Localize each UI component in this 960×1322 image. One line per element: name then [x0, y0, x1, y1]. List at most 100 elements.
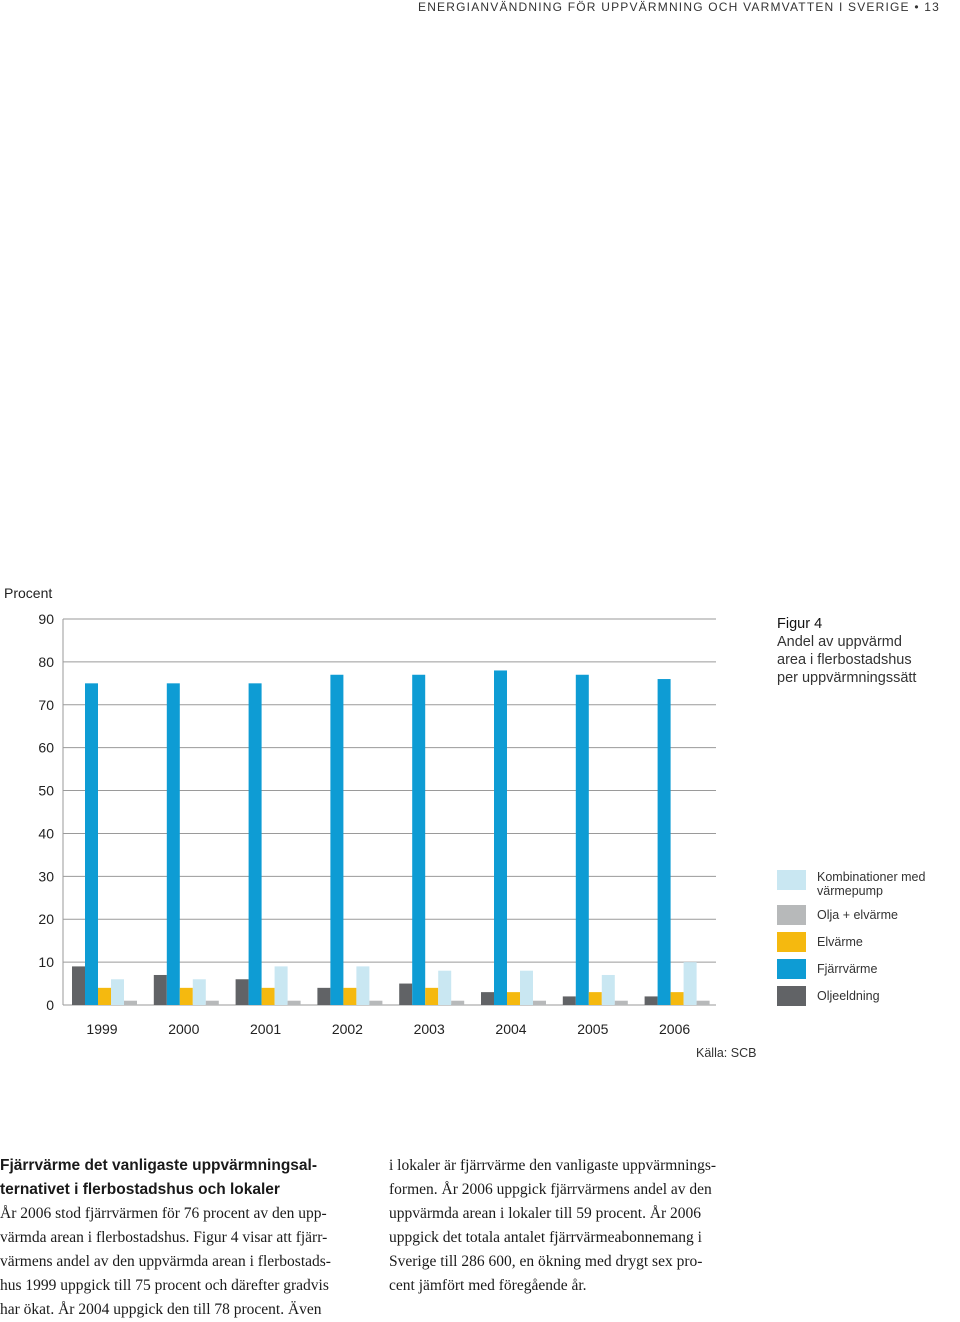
bar [614, 1000, 628, 1005]
y-tick-label: 70 [38, 697, 54, 713]
article-column-right: i lokaler är fjärrvärme den vanligaste u… [389, 1154, 754, 1298]
bullet-separator: • [914, 0, 925, 14]
running-title: ENERGIANVÄNDNING FÖR UPPVÄRMNING OCH VAR… [417, 0, 910, 14]
text-line: uppvärmda arean i lokaler till 59 procen… [389, 1205, 702, 1222]
bar [111, 979, 124, 1005]
text-line: formen. År 2006 uppgick fjärrvärmens and… [389, 1181, 712, 1198]
bar [153, 974, 167, 1005]
text-line: År 2006 stod fjärrvärmen för 76 procent … [0, 1205, 327, 1222]
bar [98, 987, 111, 1005]
x-tick-label: 2003 [414, 1021, 445, 1037]
figure-number: Figur 4 [777, 616, 823, 632]
y-axis-title: Procent [4, 585, 52, 601]
bar [412, 674, 426, 1005]
caption-line: per uppvärmningssätt [777, 670, 917, 686]
text-line: hus 1999 uppgick till 75 procent och där… [0, 1277, 329, 1294]
bar [343, 987, 357, 1005]
caption-line: Andel av uppvärmd [777, 634, 902, 650]
bar [287, 1000, 301, 1005]
bar [192, 979, 206, 1005]
article-heading: Fjärrvärme det vanligaste uppvärmningsal… [0, 1154, 372, 1202]
bar [533, 1000, 546, 1005]
bar [205, 1000, 219, 1005]
bar [248, 683, 262, 1005]
x-tick-label: 2001 [250, 1021, 281, 1037]
legend-label: Oljeeldning [817, 989, 880, 1003]
text-line: Sverige till 286 600, en ökning med dryg… [389, 1253, 703, 1270]
bar [235, 979, 249, 1005]
bar [451, 1000, 465, 1005]
figure-caption: Figur 4 Andel av uppvärmd area i flerbos… [777, 615, 957, 687]
bar [166, 683, 180, 1005]
y-tick-label: 80 [38, 654, 54, 670]
x-tick-label: 2005 [577, 1021, 608, 1037]
legend-label-line: Kombinationer med [817, 870, 926, 884]
bar [369, 1000, 383, 1005]
y-tick-label: 20 [38, 911, 54, 927]
bar [644, 996, 658, 1005]
legend-label: Kombinationer med värmepump [817, 870, 925, 898]
bar [425, 987, 439, 1005]
bar [261, 987, 275, 1005]
bar [507, 992, 520, 1005]
legend-label: Olja + elvärme [817, 908, 898, 922]
heading-line: ternativet i flerbostadshus och lokaler [0, 1181, 280, 1198]
x-tick-label: 2000 [168, 1021, 199, 1037]
bar [438, 970, 452, 1005]
bar [399, 983, 413, 1005]
y-tick-label: 40 [38, 825, 54, 841]
y-tick-labels: 0 10 20 30 40 50 60 70 80 90 [38, 611, 54, 1013]
legend-swatch [777, 870, 806, 890]
bar [124, 1000, 137, 1005]
y-tick-label: 10 [38, 954, 54, 970]
y-tick-label: 90 [38, 611, 54, 627]
caption-line: area i flerbostadshus [777, 652, 912, 668]
bar [562, 996, 576, 1005]
y-tick-label: 50 [38, 783, 54, 799]
bar [494, 670, 507, 1005]
bar [588, 992, 602, 1005]
chart-source: Källa: SCB [696, 1046, 757, 1060]
heading-line: Fjärrvärme det vanligaste uppvärmningsal… [0, 1157, 317, 1174]
legend-label: Fjärrvärme [817, 962, 878, 976]
y-tick-label: 60 [38, 740, 54, 756]
article-paragraph: År 2006 stod fjärrvärmen för 76 procent … [0, 1202, 372, 1322]
gridlines [62, 618, 716, 1006]
x-tick-label: 2006 [659, 1021, 690, 1037]
bar [683, 962, 697, 1005]
bar [179, 987, 193, 1005]
bar [657, 679, 671, 1005]
bar [330, 674, 344, 1005]
text-line: i lokaler är fjärrvärme den vanligaste u… [389, 1157, 717, 1174]
article-column-left: Fjärrvärme det vanligaste uppvärmningsal… [0, 1154, 372, 1322]
legend-swatch [777, 959, 806, 979]
y-tick-label: 0 [46, 997, 54, 1013]
bar [601, 974, 615, 1005]
y-tick-label: 30 [38, 868, 54, 884]
legend-label-line: värmepump [817, 884, 883, 898]
bar [481, 992, 494, 1005]
page-number: 13 [924, 0, 940, 14]
legend-swatch [777, 905, 806, 925]
x-tick-label: 1999 [86, 1021, 117, 1037]
running-head: ENERGIANVÄNDNING FÖR UPPVÄRMNING OCH VAR… [418, 0, 940, 14]
article-paragraph-continued: i lokaler är fjärrvärme den vanligaste u… [389, 1154, 754, 1298]
bar [696, 1000, 710, 1005]
bar [670, 992, 684, 1005]
bar [85, 683, 98, 1005]
bar [575, 674, 589, 1005]
text-line: cent jämfört med föregående år. [389, 1277, 587, 1294]
legend-label: Elvärme [817, 935, 863, 949]
legend-swatch [777, 986, 806, 1006]
x-tick-label: 2004 [495, 1021, 526, 1037]
bar [520, 970, 533, 1005]
text-line: värmda arean i flerbostadshus. Figur 4 v… [0, 1229, 328, 1246]
bars [72, 670, 710, 1005]
bar [356, 966, 370, 1005]
legend-swatch [777, 932, 806, 952]
x-tick-label: 2002 [332, 1021, 363, 1037]
x-tick-labels: 1999 2000 2001 2002 2003 2004 2005 2006 [86, 1021, 690, 1037]
text-line: uppgick det totala antalet fjärrvärmeabo… [389, 1229, 702, 1246]
text-line: värmens andel av den uppvärmda arean i f… [0, 1253, 331, 1270]
bar [317, 987, 331, 1005]
